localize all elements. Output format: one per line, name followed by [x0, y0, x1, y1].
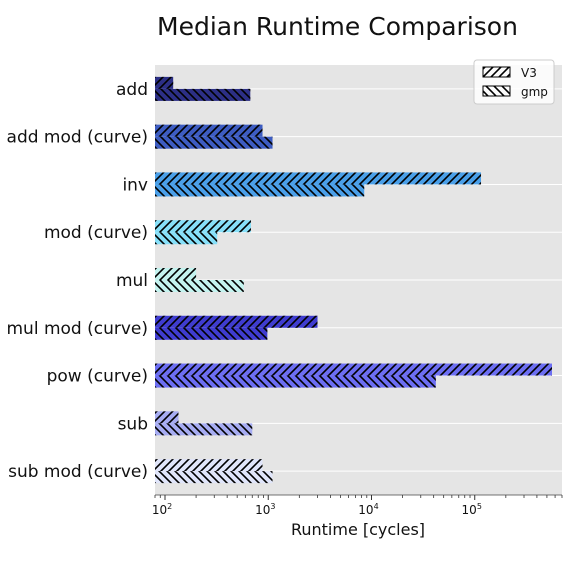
bar-hatch	[155, 220, 251, 233]
category-label: sub	[118, 414, 148, 434]
bar-gmp	[155, 375, 436, 388]
category-label: mul mod (curve)	[6, 319, 148, 339]
bar-gmp	[155, 471, 273, 484]
x-tick-label: 104	[358, 502, 378, 517]
category-label: pow (curve)	[47, 367, 148, 387]
bar-gmp	[155, 88, 251, 101]
bars	[155, 76, 552, 484]
bar-hatch	[155, 423, 253, 436]
category-label: sub mod (curve)	[8, 462, 148, 482]
bar-v3	[155, 363, 552, 376]
bar-v3	[155, 124, 263, 137]
bar-hatch	[155, 232, 218, 245]
chart-title: Median Runtime Comparison	[157, 12, 518, 41]
bar-hatch	[155, 375, 436, 388]
bar-hatch	[155, 184, 365, 197]
bar-gmp	[155, 280, 244, 292]
bar-hatch	[155, 172, 482, 185]
x-ticks: 102 103 104 105	[152, 494, 563, 517]
bar-v3	[155, 220, 251, 233]
bar-hatch	[155, 327, 268, 340]
bar-v3	[155, 268, 197, 280]
bar-hatch	[155, 459, 263, 472]
category-label: mod (curve)	[44, 223, 148, 243]
bar-gmp	[155, 423, 253, 436]
bar-hatch	[155, 363, 552, 376]
bar-v3	[155, 172, 482, 185]
bar-hatch	[155, 411, 179, 424]
bar-v3	[155, 315, 318, 328]
x-tick-label: 103	[255, 502, 275, 517]
x-tick-label: 102	[152, 502, 172, 517]
bar-hatch	[155, 76, 174, 89]
bar-hatch	[155, 124, 263, 137]
category-labels: add add mod (curve) inv mod (curve) mul mul m…	[6, 80, 148, 482]
bar-hatch	[155, 280, 244, 292]
bar-v3	[155, 76, 174, 89]
bar-hatch	[155, 315, 318, 328]
bar-v3	[155, 411, 179, 424]
bar-gmp	[155, 327, 268, 340]
bar-hatch	[155, 88, 251, 101]
category-label: add mod (curve)	[7, 128, 148, 148]
bar-hatch	[155, 268, 197, 280]
legend-label-v3: V3	[521, 66, 537, 80]
legend-swatch-v3	[482, 66, 511, 78]
bar-hatch	[155, 471, 273, 484]
x-tick-label: 105	[462, 502, 482, 517]
legend-swatch-gmp	[482, 85, 511, 97]
bar-gmp	[155, 184, 365, 197]
x-axis-label: Runtime [cycles]	[291, 520, 425, 539]
bar-hatch	[155, 136, 273, 149]
bar-gmp	[155, 232, 218, 245]
category-label: add	[116, 80, 148, 100]
category-label: inv	[122, 175, 148, 195]
category-label: mul	[116, 271, 148, 291]
legend-label-gmp: gmp	[521, 85, 548, 99]
bar-gmp	[155, 136, 273, 149]
legend: V3 gmp	[473, 59, 555, 105]
bar-v3	[155, 459, 263, 472]
